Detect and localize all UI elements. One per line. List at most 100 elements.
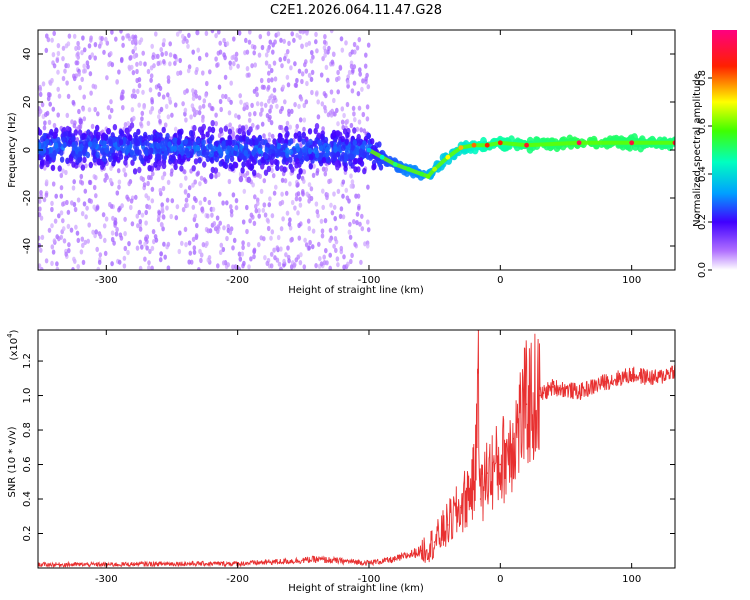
spectrogram-noise-blob	[231, 245, 235, 251]
spectrogram-noise-blob	[140, 110, 145, 116]
spectrogram-band-blob	[331, 129, 337, 137]
spectrogram-noise-blob	[43, 120, 47, 126]
snr-point	[447, 524, 449, 526]
spectrogram-noise-blob	[108, 201, 112, 208]
spectrogram-noise-blob	[253, 194, 257, 200]
spectrogram-noise-blob	[129, 198, 134, 204]
spectrogram-noise-blob	[262, 133, 266, 139]
spectrogram-band-blob	[342, 128, 348, 135]
spectrogram-noise-blob	[53, 218, 58, 224]
spectrogram-noise-blob	[276, 234, 281, 241]
spectrogram-noise-blob	[242, 188, 247, 194]
spectrogram-noise-blob	[139, 37, 144, 43]
spectrogram-noise-blob	[228, 60, 232, 66]
spectrogram-noise-blob	[262, 178, 267, 184]
spectrogram-noise-blob	[346, 261, 350, 267]
spectrogram-noise-blob	[345, 118, 350, 124]
spectrogram-band-blob	[362, 151, 367, 158]
spectrogram-noise-blob	[75, 60, 80, 66]
spectrogram-noise-blob	[200, 206, 205, 212]
spectrogram-noise-blob	[349, 258, 353, 265]
spectrogram-y-ticks: -40 -20 0 20 40	[22, 48, 675, 254]
spectrogram-noise-blob	[86, 238, 90, 244]
spectrogram-noise-blob	[160, 202, 164, 208]
spectrogram-noise-blob	[55, 266, 60, 270]
spectrogram-noise-blob	[164, 50, 168, 57]
snr-y-tick-label: 0.4	[22, 491, 33, 507]
spectrogram-band-blob	[325, 146, 330, 154]
spectrogram-noise-blob	[352, 64, 357, 70]
spectrogram-noise-blob	[264, 52, 269, 58]
spectrogram-noise-blob	[67, 242, 71, 248]
spectrogram-noise-blob	[187, 259, 191, 265]
spectrogram-noise-blob	[272, 247, 276, 253]
spectrogram-noise-blob	[298, 260, 303, 266]
spectrogram-noise-blob	[293, 61, 297, 67]
spectrogram-band-blob	[140, 157, 145, 165]
spectrogram-noise-blob	[144, 193, 148, 199]
spectrogram-band-blob	[73, 153, 79, 160]
spectrogram-noise-blob	[260, 84, 265, 90]
spectrogram-noise-blob	[273, 255, 277, 261]
spectrogram-noise-blob	[198, 200, 203, 206]
spectrogram-ridge-point	[484, 142, 490, 148]
spectrogram-band-blob	[42, 132, 47, 140]
spectrogram-noise-blob	[290, 31, 295, 37]
snr-y-scale-exponent: 4	[6, 333, 14, 338]
spectrogram-noise-blob	[81, 259, 86, 265]
spectrogram-noise-blob	[309, 186, 314, 192]
spectrogram-noise-blob	[187, 32, 191, 39]
spectrogram-noise-blob	[218, 98, 223, 105]
spectrogram-noise-blob	[67, 33, 72, 39]
spectrogram-band-blob	[209, 150, 214, 157]
spectrogram-noise-blob	[105, 174, 109, 180]
spectrogram-noise-blob	[98, 252, 103, 258]
spectrogram-band-blob	[284, 132, 289, 140]
spectrogram-noise-blob	[355, 220, 359, 226]
spectrogram-noise-blob	[268, 114, 272, 120]
spectrogram-noise-blob	[302, 178, 306, 184]
spectrogram-noise-blob	[69, 227, 74, 233]
spectrogram-noise-blob	[194, 93, 199, 99]
spectrogram-noise-blob	[39, 215, 44, 221]
spectrogram-noise-blob	[314, 263, 318, 269]
spectrogram-ridge-point	[471, 142, 477, 148]
spectrogram-noise-blob	[119, 95, 124, 101]
spectrogram-noise-blob	[298, 202, 303, 208]
spectrogram-band-blob	[309, 154, 314, 161]
spectrogram-noise-blob	[238, 256, 243, 262]
spectrogram-noise-blob	[215, 215, 220, 221]
spectrogram-noise-blob	[248, 30, 252, 35]
snr-y-scale-prefix: (x10	[9, 338, 20, 361]
spectrogram-noise-blob	[239, 99, 243, 105]
spectrogram-noise-blob	[297, 222, 301, 229]
spectrogram-band-blob	[173, 163, 178, 171]
spectrogram-band-blob	[346, 144, 351, 151]
spectrogram-noise-blob	[296, 182, 300, 188]
spectrogram-noise-blob	[234, 56, 238, 62]
spectrogram-noise-blob	[129, 54, 133, 61]
spectrogram-band-blob	[92, 141, 97, 149]
spectrogram-noise-blob	[272, 95, 277, 101]
spectrogram-noise-blob	[268, 108, 272, 114]
spectrogram-noise-blob	[138, 218, 143, 225]
spectrogram-noise-blob	[114, 231, 119, 237]
spectrogram-band-blob	[288, 148, 294, 156]
spectrogram-noise-blob	[360, 213, 364, 219]
spectrogram-noise-blob	[89, 90, 93, 96]
spectrogram-noise-blob	[349, 173, 353, 179]
spectrogram-noise-blob	[161, 41, 166, 48]
spectrogram-noise-blob	[359, 127, 364, 133]
spectrogram-noise-blob	[328, 227, 333, 233]
spectrogram-noise-blob	[294, 128, 299, 134]
spectrogram-noise-blob	[259, 101, 264, 107]
spectrogram-noise-blob	[252, 254, 256, 260]
spectrogram-noise-blob	[166, 92, 170, 98]
spectrogram-noise-blob	[359, 259, 363, 265]
spectrogram-noise-blob	[271, 98, 275, 104]
spectrogram-band-blob	[226, 145, 232, 152]
spectrogram-noise-blob	[39, 247, 43, 253]
spectrogram-noise-blob	[138, 265, 143, 270]
spectrogram-noise-blob	[160, 51, 164, 57]
spectrogram-noise-blob	[63, 68, 67, 74]
